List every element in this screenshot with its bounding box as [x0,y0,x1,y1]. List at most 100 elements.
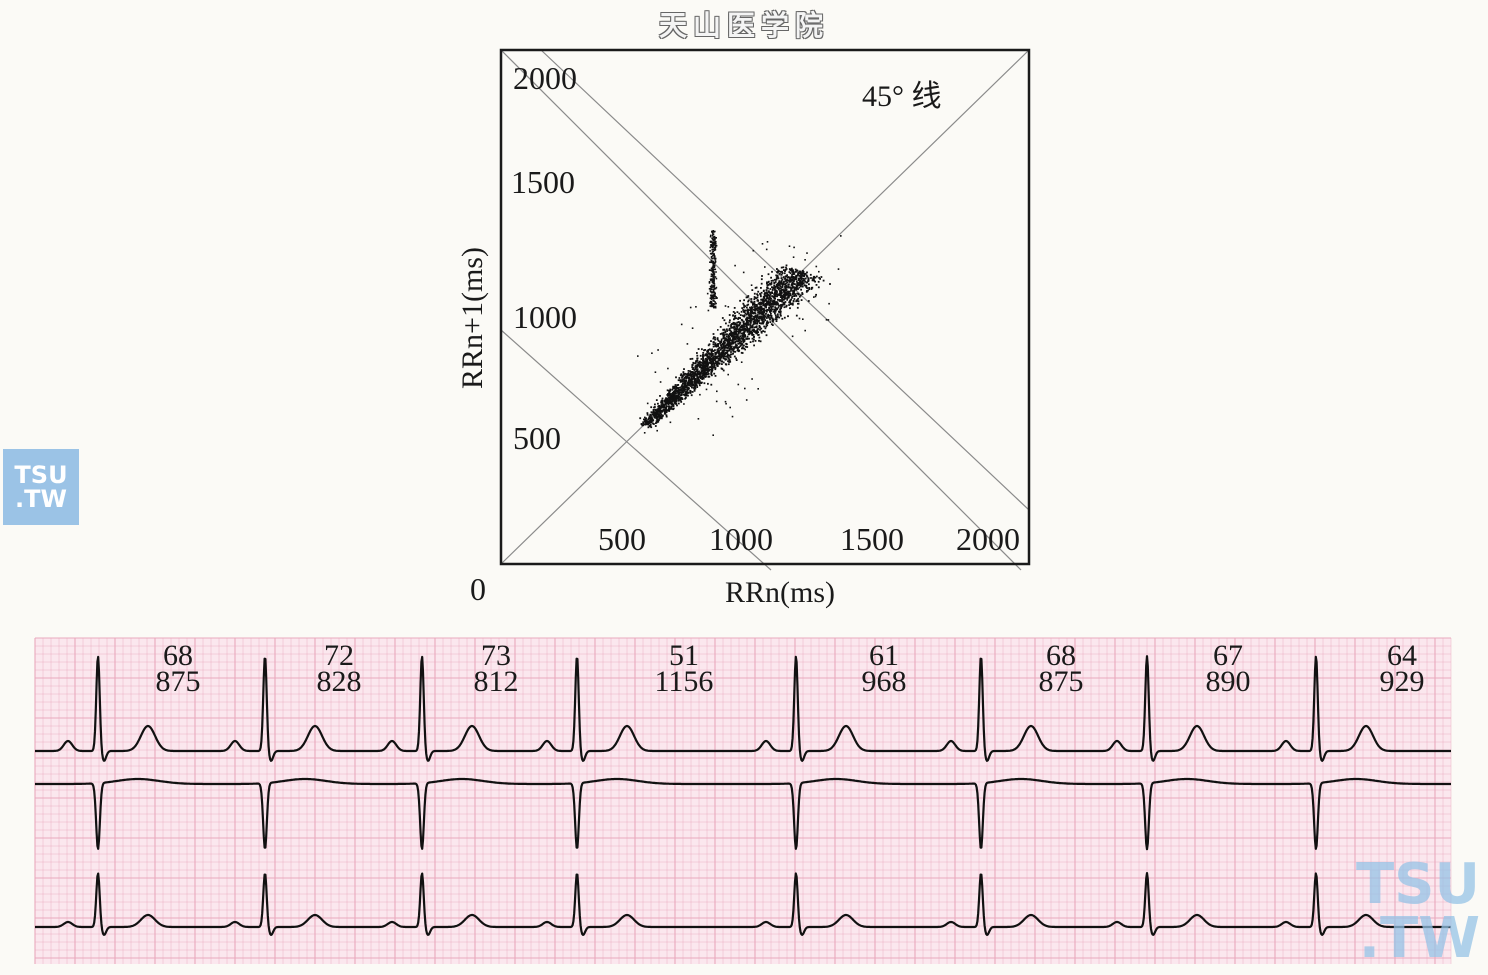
scatter-point [724,330,727,333]
scatter-point [793,271,795,274]
scatter-point [744,348,746,351]
scatter-point [708,362,711,364]
scatter-point [817,280,820,283]
scatter-point [746,346,749,348]
scatter-point [761,243,764,245]
logo-line2: .TW [15,485,67,513]
scatter-point [681,398,684,400]
scatter-point [780,283,782,285]
scatter-point [715,240,717,243]
scatter-point [649,421,652,424]
scatter-point [815,293,817,296]
scatter-point [711,274,714,277]
scatter-point [706,292,709,295]
scatter-point [675,390,677,393]
scatter-point [648,416,651,419]
scatter-point [736,324,739,327]
scatter-point [677,402,680,405]
scatter-point [791,295,794,298]
scatter-point [649,419,652,421]
scatter-point [769,314,772,317]
scatter-point [712,281,714,284]
scatter-point [785,268,788,270]
scatter-point [681,379,684,381]
scatter-point [718,350,720,353]
scatter-point [709,285,712,288]
scatter-point [689,389,692,392]
scatter-point [814,280,816,283]
scatter-point [750,330,753,333]
scatter-point [753,302,756,305]
scatter-point [734,350,737,353]
scatter-point [659,381,662,383]
scatter-point [724,305,727,307]
scatter-point [718,359,720,362]
scatter-point [704,367,707,369]
scatter-point [791,293,794,296]
scatter-point [727,357,730,359]
scatter-point [810,277,812,279]
scatter-point [672,403,675,406]
scatter-point [733,328,736,331]
scatter-point [697,376,699,379]
scatter-point [713,275,716,277]
scatter-point [796,274,799,277]
scatter-point [683,390,686,392]
scatter-point [660,405,663,408]
scatter-point [665,398,668,401]
scatter-point [728,359,731,361]
scatter-point [786,298,789,301]
scatter-point [707,357,710,360]
scatter-point [684,391,687,393]
scatter-point [709,246,712,249]
scatter-point [715,302,717,305]
scatter-point [701,362,704,365]
scatter-point [789,292,792,295]
scatter-point [707,372,710,375]
scatter-point [806,271,808,274]
scatter-point [714,366,717,369]
scatter-point [712,303,715,305]
scatter-point [766,294,769,297]
scatter-point [675,403,677,405]
scatter-point [727,337,730,339]
scatter-point [737,340,740,343]
scatter-point [761,299,764,302]
scatter-point [664,398,667,401]
scatter-point [772,301,775,303]
scatter-point [666,405,668,408]
scatter-point [765,302,768,305]
scatter-point [768,316,770,319]
scatter-point [743,299,745,302]
scatter-point [703,360,705,363]
scatter-point [660,417,663,420]
scatter-point [658,417,661,420]
scatter-point [742,341,745,344]
scatter-point [779,304,782,306]
scatter-point [737,324,740,327]
scatter-point [696,360,699,362]
scatter-point [710,234,712,237]
scatter-point [756,322,759,325]
scatter-point [697,378,700,381]
scatter-point [747,295,750,297]
scatter-point [722,346,725,349]
scatter-point [746,331,749,333]
scatter-point [693,380,696,383]
scatter-point [670,405,673,408]
scatter-point [840,235,842,237]
scatter-point [733,326,736,329]
scatter-point [780,314,782,317]
scatter-point [701,374,704,377]
scatter-point [724,400,727,403]
scatter-point [710,298,713,301]
scatter-point [708,281,711,283]
scatter-point [776,291,778,293]
scatter-point [654,406,656,408]
scatter-point [781,286,784,288]
scatter-point [703,371,706,373]
scatter-point [685,375,687,378]
scatter-point [712,356,714,359]
scatter-point [684,385,687,388]
scatter-point [696,379,698,382]
